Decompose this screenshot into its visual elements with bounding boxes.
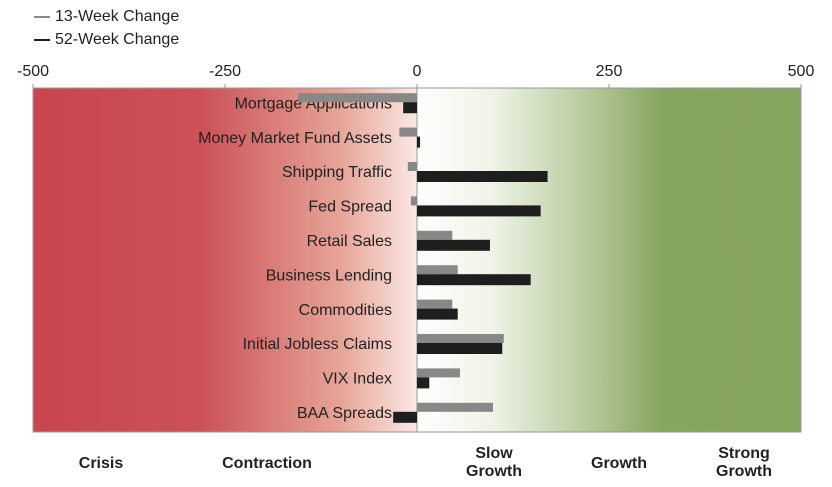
bar (410, 196, 417, 206)
zone-label-line: Growth (466, 463, 522, 480)
x-tick-label: -250 (209, 63, 241, 80)
bar (417, 299, 453, 309)
bar (417, 308, 458, 320)
y-tick-label: BAA Spreads (297, 405, 392, 422)
bar (407, 162, 417, 171)
bar (417, 334, 504, 343)
bar (417, 368, 461, 378)
y-tick-label: Shipping Traffic (282, 164, 392, 181)
bar (417, 230, 453, 240)
zone-label-line: Strong (718, 445, 770, 462)
y-tick-label: Business Lending (266, 267, 392, 284)
zone-label-line: Growth (716, 463, 772, 480)
bar (417, 205, 541, 217)
zone-label: Growth (591, 455, 647, 472)
bar (399, 127, 417, 137)
bar (403, 102, 417, 114)
x-tick-label: 0 (413, 63, 422, 80)
y-tick-label: Commodities (299, 302, 392, 319)
bar (417, 171, 548, 182)
zone-label-line: Slow (475, 445, 513, 462)
bar (417, 265, 458, 275)
bar (417, 136, 421, 148)
zone-label-line: Growth (591, 455, 647, 472)
zone-label-line: Contraction (222, 455, 312, 472)
x-tick-label: 500 (788, 63, 815, 80)
y-tick-label: Fed Spread (308, 199, 392, 216)
zone-label-line: Crisis (79, 455, 124, 472)
bar (417, 377, 430, 389)
legend-label: 13-Week Change (55, 8, 179, 25)
bar (417, 343, 503, 354)
zone-label: Strong Growth (716, 445, 772, 480)
y-tick-label: Retail Sales (307, 233, 392, 250)
x-tick-label: 250 (596, 63, 623, 80)
zone-label: Crisis (79, 455, 124, 472)
x-tick-label: -500 (17, 63, 49, 80)
legend-label: 52-Week Change (55, 31, 179, 48)
bar (297, 93, 417, 103)
bar (417, 274, 531, 286)
bar (393, 411, 417, 423)
bar (417, 239, 490, 251)
bar (417, 402, 494, 412)
zone-label: Contraction (222, 455, 312, 472)
y-tick-label: Money Market Fund Assets (198, 130, 392, 147)
y-tick-label: Initial Jobless Claims (243, 336, 392, 353)
y-tick-label: VIX Index (323, 371, 392, 388)
zone-label: Slow Growth (466, 445, 522, 480)
